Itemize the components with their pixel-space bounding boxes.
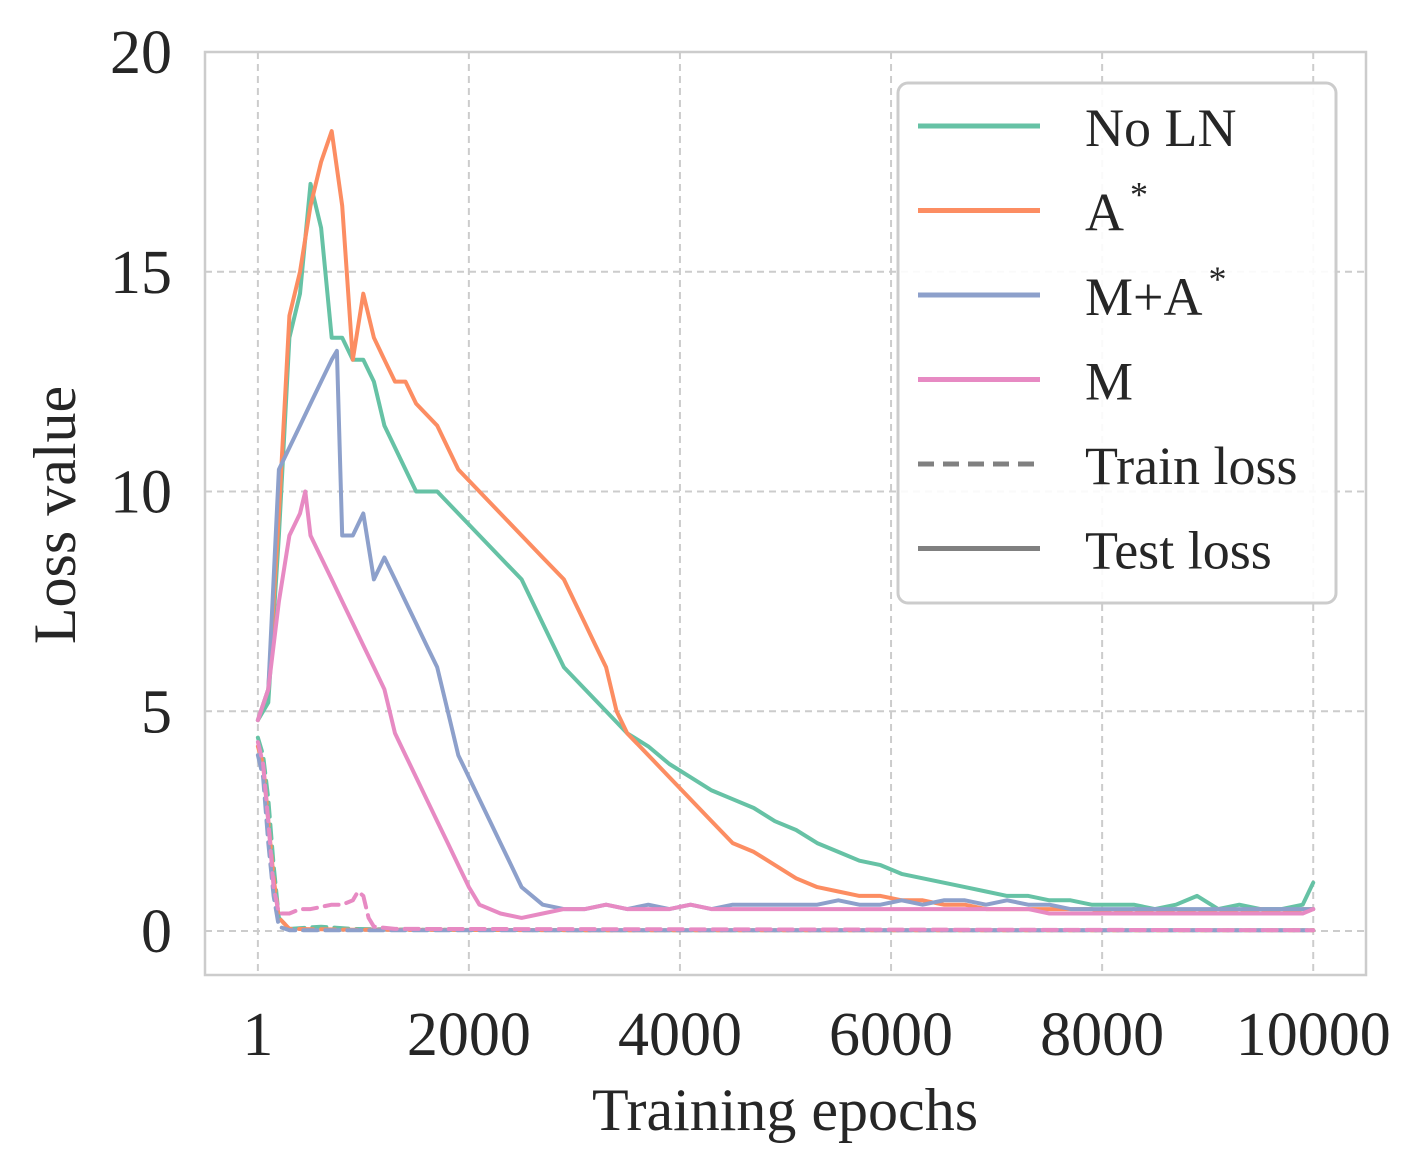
series-line-m-train	[255, 740, 1316, 933]
plot-lines	[255, 129, 1316, 933]
x-tick-label: 1	[242, 1001, 273, 1069]
y-axis-title: Loss value	[22, 386, 88, 644]
series-line-no-ln-test	[255, 181, 1316, 912]
y-tick-label: 10	[110, 459, 172, 527]
y-tick-label: 5	[141, 678, 172, 746]
legend-label: Test loss	[1085, 521, 1272, 581]
x-tick-label: 8000	[1040, 1001, 1164, 1069]
series-line-no-ln-train	[255, 735, 1316, 933]
y-tick-label: 0	[141, 898, 172, 966]
legend: No LN A * M+A * M Train loss Test loss	[896, 81, 1338, 605]
series-line-m-a-test	[255, 348, 1316, 912]
y-tick-label: 20	[110, 19, 172, 87]
y-tick-label: 15	[110, 239, 172, 307]
legend-label: Train loss	[1085, 436, 1298, 496]
legend-label: M+A *	[1085, 259, 1226, 327]
legend-label: M	[1085, 352, 1133, 412]
x-tick-label: 10000	[1236, 1001, 1391, 1069]
plot-area-frame	[203, 50, 1368, 977]
tick-labels: 1 2000 4000 6000 8000 10000 0 5 10 15 20	[110, 19, 1391, 1069]
legend-label: No LN	[1085, 98, 1236, 158]
legend-label: A *	[1085, 175, 1148, 243]
x-tick-label: 2000	[407, 1001, 531, 1069]
x-tick-label: 4000	[618, 1001, 742, 1069]
series-line-m-test	[255, 489, 1316, 920]
x-tick-label: 6000	[829, 1001, 953, 1069]
x-axis-title: Training epochs	[592, 1077, 978, 1143]
